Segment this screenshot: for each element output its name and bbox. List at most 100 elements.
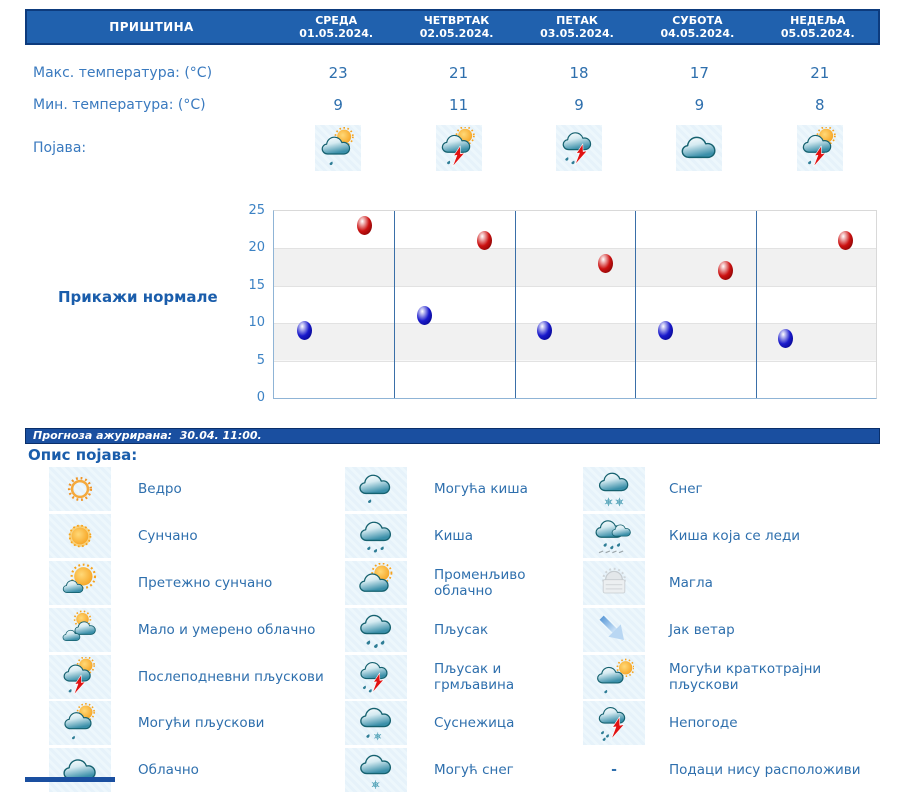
sunny-icon: [49, 514, 111, 559]
possible-showers-icon: [49, 701, 111, 746]
red-temp-dot: [356, 216, 372, 236]
legend-label: Мало и умерено облачно: [138, 621, 316, 638]
red-temp-dot: [477, 231, 493, 251]
possible-rain-icon: [345, 467, 407, 512]
cloudy-icon: [49, 748, 111, 793]
legend-label: Киша: [434, 528, 473, 545]
day-header-sunday: НЕДЕЉА 05.05.2024.: [758, 14, 878, 40]
strong-wind-icon: [583, 607, 645, 652]
chart-plot: [273, 210, 877, 399]
legend-label: Непогоде: [669, 715, 738, 732]
min-temp-label: Мин. температура: (°C): [33, 97, 206, 113]
day-date: 02.05.2024.: [419, 27, 494, 40]
forecast-updated-time: 30.04. 11:00.: [179, 429, 262, 442]
gridline: [274, 248, 876, 250]
legend-label: Суснежица: [434, 715, 515, 732]
max-temp-value: 21: [810, 64, 830, 82]
day-name: СРЕДА: [315, 14, 358, 27]
forecast-updated-label: Прогноза ажурирана:: [33, 429, 173, 442]
y-axis-tick: 15: [248, 278, 265, 293]
day-name: СУБОТА: [672, 14, 723, 27]
possible-showers-icon: [315, 125, 362, 171]
day-date: 04.05.2024.: [660, 27, 735, 40]
blue-temp-dot: [778, 328, 794, 348]
afternoon-showers-icon: [796, 125, 843, 171]
afternoon-showers-icon: [435, 125, 482, 171]
snow-icon: [583, 467, 645, 512]
max-temp-row: Макс. температура: (°C) 23 21 18 17 21: [25, 61, 880, 85]
day-header-wednesday: СРЕДА 01.05.2024.: [276, 14, 396, 40]
freezing-rain-icon: [583, 514, 645, 559]
max-temp-value: 17: [689, 64, 709, 82]
variable-cloudy-icon: [345, 560, 407, 605]
red-temp-dot: [718, 261, 733, 281]
legend-label: Променљиво облачно: [434, 566, 526, 599]
gridline: [274, 285, 876, 287]
y-axis-tick: 25: [248, 203, 265, 218]
day-separator-line: [635, 211, 637, 398]
legend-label: Могућа киша: [434, 481, 528, 498]
afternoon-showers-icon: [49, 654, 111, 699]
cloudy-icon: [676, 125, 723, 171]
max-temp-label: Макс. температура: (°C): [33, 65, 213, 81]
gridline: [274, 360, 876, 362]
forecast-updated-bar: Прогноза ажурирана: 30.04. 11:00.: [25, 428, 880, 444]
legend-label: Киша која се леди: [669, 528, 801, 545]
min-temp-row: Мин. температура: (°C) 9 11 9 9 8: [25, 93, 880, 117]
legend-label: Претежно сунчано: [138, 574, 273, 591]
day-date: 05.05.2024.: [780, 27, 855, 40]
day-separator-line: [394, 211, 396, 398]
legend-label: Ведро: [138, 481, 182, 498]
legend-label: Могући краткотрајни пљускови: [669, 660, 822, 693]
legend-label: Послеподневни пљускови: [138, 668, 324, 685]
min-temp-value: 8: [815, 96, 825, 114]
legend-label: Подаци нису расположиви: [669, 762, 861, 779]
legend-label: Магла: [669, 574, 713, 591]
gridline: [274, 323, 876, 325]
y-axis-tick: 20: [248, 240, 265, 255]
legend-label: Пљусак: [434, 621, 489, 638]
y-axis-tick: 5: [256, 353, 265, 368]
sleet-icon: [345, 701, 407, 746]
legend-label: Сунчано: [138, 528, 198, 545]
rain-icon: [345, 514, 407, 559]
location-title: ПРИШТИНА: [109, 20, 194, 34]
min-temp-value: 11: [449, 96, 469, 114]
clear-icon: [49, 467, 111, 512]
show-normals-link[interactable]: Прикажи нормале: [58, 288, 218, 306]
blue-temp-dot: [296, 321, 312, 341]
legend-label: Облачно: [138, 762, 199, 779]
min-temp-value: 9: [694, 96, 705, 114]
day-name: ПЕТАК: [556, 14, 598, 27]
day-separator-line: [514, 211, 516, 398]
red-temp-dot: [838, 231, 854, 251]
rain-thunder-icon: [555, 125, 602, 171]
legend-label: Снег: [669, 481, 703, 498]
max-temp-value: 18: [569, 64, 589, 82]
phenomena-label: Појава:: [33, 140, 87, 156]
possible-brief-showers-icon: [583, 654, 645, 699]
blue-temp-dot: [537, 321, 553, 341]
chart-y-axis: 25 20 15 10 5 0: [233, 203, 265, 405]
legend-label: Пљусак и грмљавина: [434, 660, 515, 693]
legend-title: Опис појава:: [28, 446, 138, 464]
max-temp-value: 21: [449, 64, 469, 82]
fog-icon: [583, 560, 645, 605]
footer-bar: [25, 777, 115, 782]
partly-cloudy-icon: [49, 607, 111, 652]
legend-label: Јак ветар: [669, 621, 735, 638]
day-date: 01.05.2024.: [299, 27, 374, 40]
day-header-thursday: ЧЕТВРТАК 02.05.2024.: [396, 14, 516, 40]
no-data-dash: -: [611, 762, 617, 779]
legend-label: Могућ снег: [434, 762, 514, 779]
red-temp-dot: [597, 253, 613, 273]
legend-label: Могући пљускови: [138, 715, 265, 732]
mostly-sunny-icon: [49, 560, 111, 605]
y-axis-tick: 10: [248, 315, 265, 330]
max-temp-value: 23: [328, 64, 348, 82]
y-axis-tick: 0: [256, 390, 265, 405]
blue-temp-dot: [417, 306, 432, 326]
min-temp-value: 9: [574, 96, 584, 114]
possible-snow-icon: [345, 748, 407, 793]
table-header-row: ПРИШТИНА СРЕДА 01.05.2024. ЧЕТВРТАК 02.0…: [25, 9, 880, 45]
